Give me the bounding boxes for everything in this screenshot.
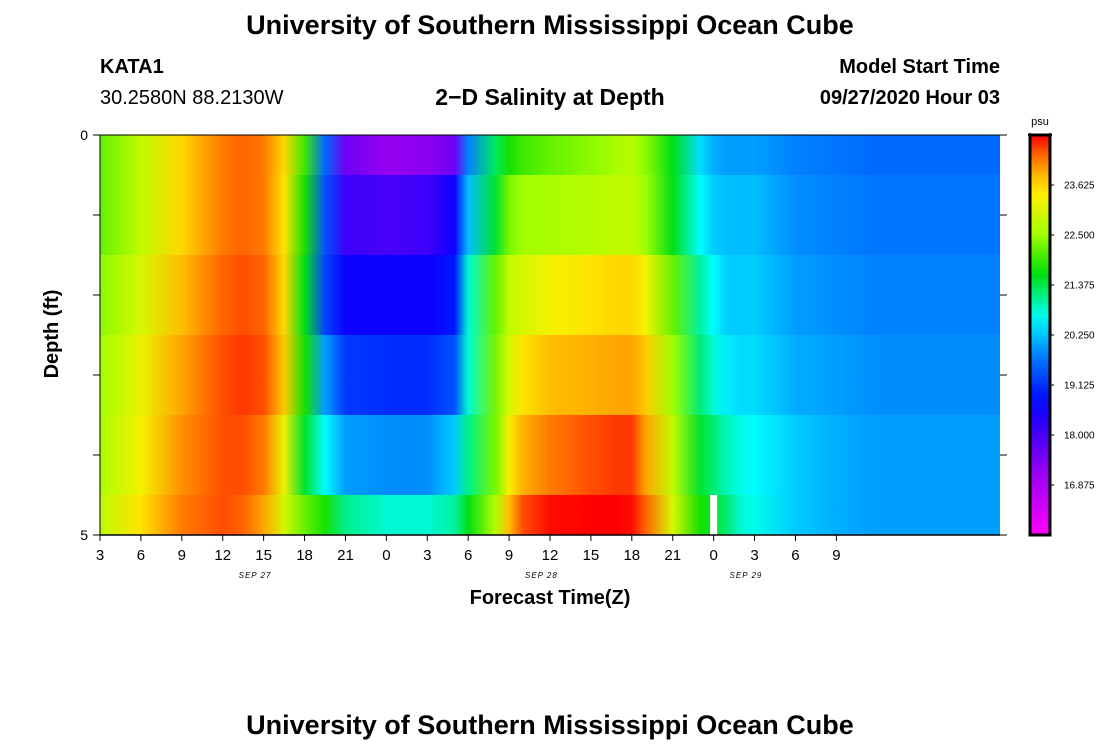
heatmap-layer [100,175,1000,256]
missing-data-gap [710,495,718,535]
x-tick-label: 18 [623,547,640,564]
colorbar-tick-label: 19.125 [1064,381,1095,392]
x-tick-label: 3 [750,547,758,564]
x-tick-label: 9 [832,547,840,564]
x-tick-label: 0 [709,547,717,564]
x-tick-label: 3 [423,547,431,564]
x-tick-label: 12 [214,547,231,564]
colorbar-corner [1028,133,1032,137]
date-label: SEP 27 [239,571,272,580]
heatmap-layer [100,495,1000,536]
colorbar-corner [1048,133,1052,137]
x-tick-label: 18 [296,547,313,564]
y-tick-label: 5 [80,527,88,543]
x-tick-label: 21 [664,547,681,564]
colorbar-tick-label: 22.500 [1064,231,1095,242]
heatmap-layer [100,255,1000,336]
colorbar-tick-label: 21.375 [1064,281,1095,292]
colorbar-gradient [1028,133,1052,537]
x-tick-label: 9 [505,547,513,564]
station-coords: 30.2580N 88.2130W [100,87,284,109]
heatmap-cells [100,135,1000,536]
x-tick-label: 21 [337,547,354,564]
x-tick-label: 15 [583,547,600,564]
plot-title: 2−D Salinity at Depth [435,84,665,110]
x-tick-label: 6 [137,547,145,564]
model-start-time: 09/27/2020 Hour 03 [819,87,1000,109]
colorbar-tick-label: 18.000 [1064,431,1095,442]
x-tick-label: 15 [255,547,272,564]
colorbar-tick-label: 23.625 [1064,181,1095,192]
heatmap-layer [100,415,1000,496]
footer-title: University of Southern Mississippi Ocean… [246,710,854,740]
date-label: SEP 29 [730,571,763,580]
y-tick-label: 0 [80,127,88,143]
heatmap-layer [100,135,1000,176]
page-title: University of Southern Mississippi Ocean… [246,10,854,40]
x-tick-label: 0 [382,547,390,564]
x-tick-label: 6 [464,547,472,564]
heatmap-layer [100,335,1000,416]
x-tick-label: 9 [178,547,186,564]
colorbar-tick-label: 16.875 [1064,481,1095,492]
colorbar-tick-label: 20.250 [1064,331,1095,342]
x-axis-label: Forecast Time(Z) [470,587,631,609]
model-start-label: Model Start Time [839,56,1000,78]
station-id: KATA1 [100,56,164,78]
x-tick-label: 12 [542,547,559,564]
x-tick-label: 3 [96,547,104,564]
date-label: SEP 28 [525,571,558,580]
colorbar-units-label: psu [1031,116,1049,128]
x-tick-label: 6 [791,547,799,564]
y-axis-label: Depth (ft) [41,290,63,379]
colorbar: 23.625 22.500 21.375 20.250 19.125 18.000 16.8… [1028,133,1095,537]
